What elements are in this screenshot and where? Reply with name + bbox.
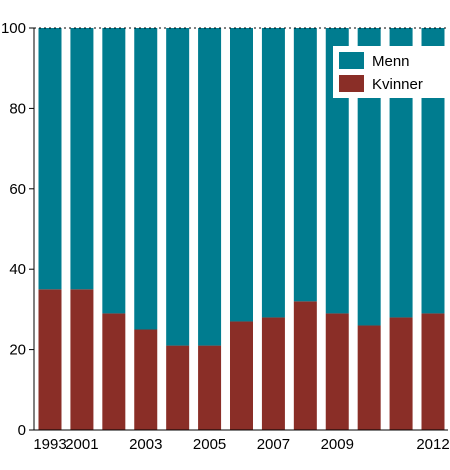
y-tick-label-60: 60 xyxy=(9,181,26,198)
bar-kvinner-2006 xyxy=(230,321,253,430)
bar-kvinner-2009 xyxy=(325,313,349,430)
legend-label-menn: Menn xyxy=(372,53,410,70)
bar-kvinner-2003 xyxy=(134,329,158,430)
legend-swatch-menn xyxy=(339,52,364,69)
bar-kvinner-1993 xyxy=(38,289,62,430)
bar-kvinner-2010 xyxy=(357,325,381,430)
bar-menn-2009 xyxy=(325,28,349,314)
x-tick-label-2005: 2005 xyxy=(193,436,226,453)
x-tick-label-2001: 2001 xyxy=(65,436,98,453)
bar-kvinner-2002 xyxy=(102,313,126,430)
legend-label-kvinner: Kvinner xyxy=(372,76,423,93)
bar-menn-2002 xyxy=(102,28,126,314)
bar-menn-2008 xyxy=(293,28,317,302)
bar-menn-2006 xyxy=(230,28,253,322)
bar-kvinner-2007 xyxy=(261,317,285,430)
y-tick-label-0: 0 xyxy=(18,422,26,439)
legend-swatch-kvinner xyxy=(339,75,364,92)
bar-kvinner-2005 xyxy=(198,345,222,430)
bar-menn-2003 xyxy=(134,28,158,330)
bar-kvinner-2008 xyxy=(293,301,317,430)
bars-layer xyxy=(38,28,445,430)
bar-menn-2005 xyxy=(198,28,222,346)
bar-kvinner-2004 xyxy=(166,345,190,430)
x-tick-label-2012: 2012 xyxy=(416,436,449,453)
bar-menn-2001 xyxy=(70,28,94,290)
bar-menn-2010 xyxy=(357,28,381,326)
x-tick-label-2007: 2007 xyxy=(257,436,290,453)
bar-menn-2007 xyxy=(261,28,285,318)
y-tick-label-20: 20 xyxy=(9,342,26,359)
y-tick-label-80: 80 xyxy=(9,100,26,117)
bar-menn-1993 xyxy=(38,28,62,290)
legend: Menn Kvinner xyxy=(333,46,445,98)
x-tick-label-1993: 1993 xyxy=(33,436,66,453)
y-tick-label-40: 40 xyxy=(9,261,26,278)
x-tick-label-2003: 2003 xyxy=(129,436,162,453)
bar-kvinner-2012 xyxy=(421,313,445,430)
bar-menn-2011 xyxy=(389,28,413,318)
bar-menn-2004 xyxy=(166,28,190,346)
bar-kvinner-2011 xyxy=(389,317,413,430)
bar-menn-2012 xyxy=(421,28,445,314)
y-tick-label-100: 100 xyxy=(1,20,26,37)
bar-kvinner-2001 xyxy=(70,289,94,430)
x-tick-label-2009: 2009 xyxy=(321,436,354,453)
